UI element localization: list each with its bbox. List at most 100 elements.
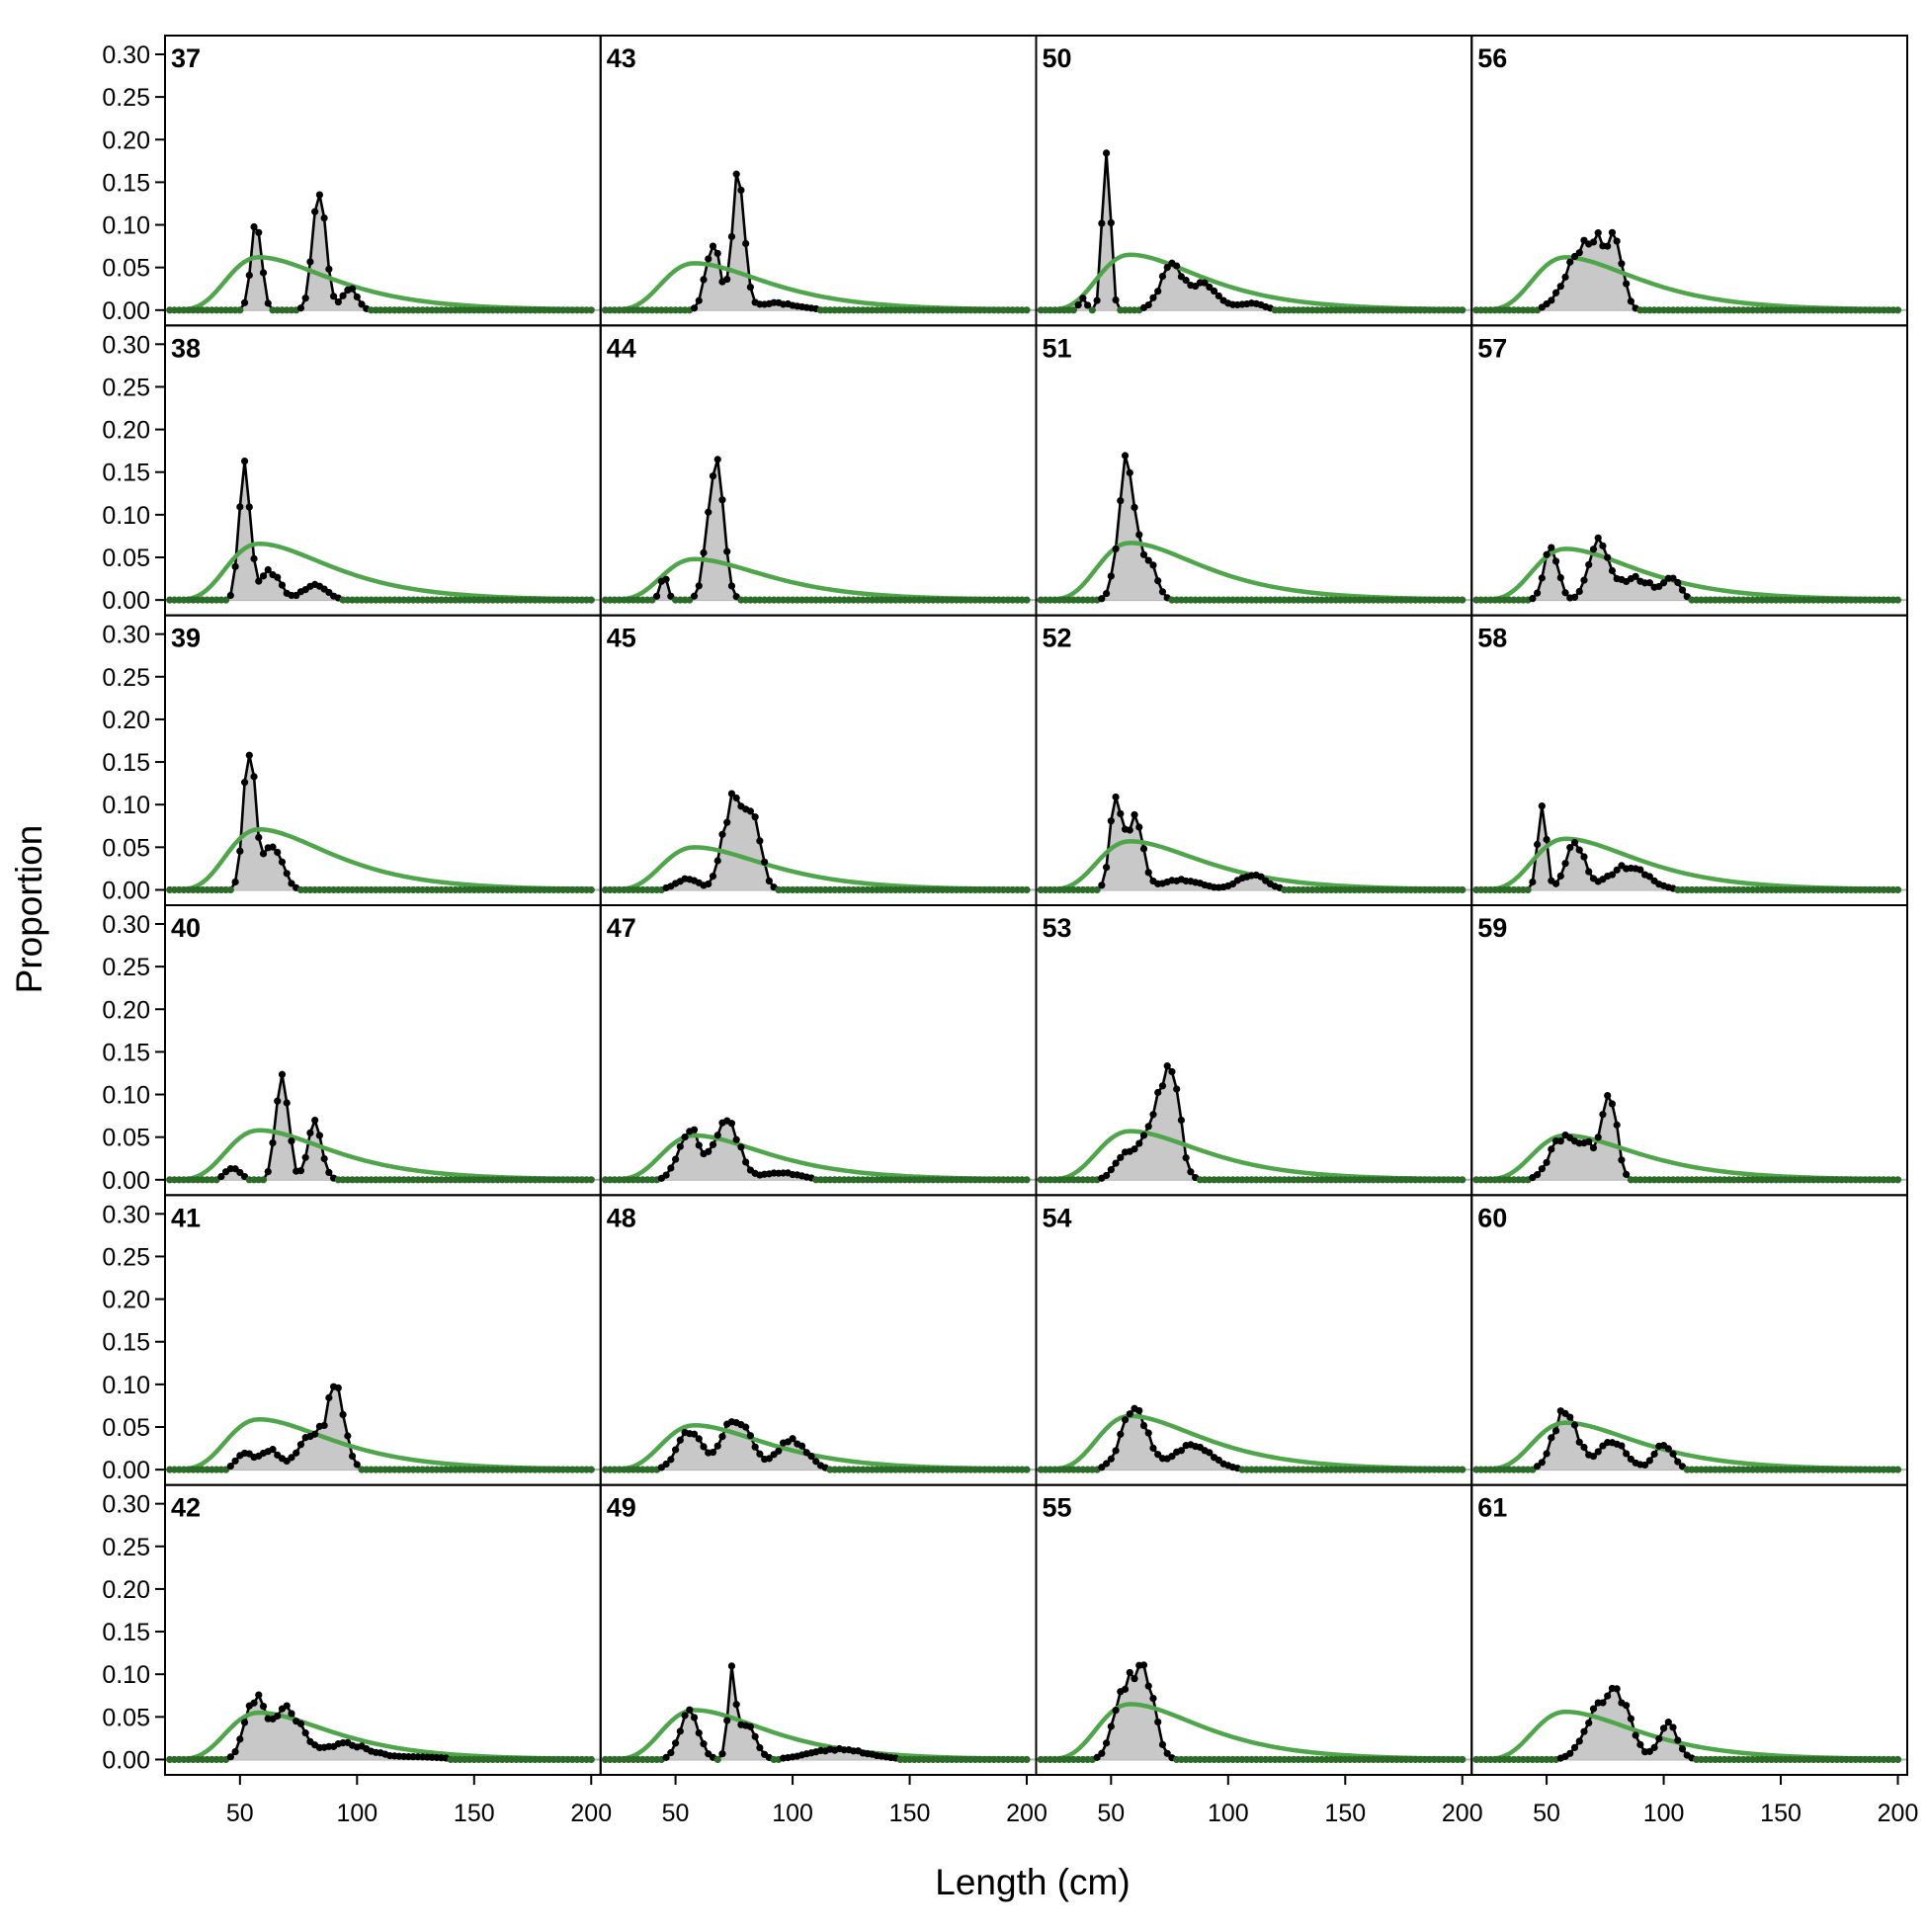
x-tick-label: 150 bbox=[1760, 1800, 1801, 1827]
observed-points bbox=[1037, 149, 1466, 314]
observed-point bbox=[1023, 1755, 1031, 1764]
observed-point bbox=[1566, 1749, 1574, 1757]
observed-point bbox=[1632, 1731, 1639, 1739]
panel-57: 57 bbox=[1470, 324, 1908, 617]
panel-label: 47 bbox=[607, 913, 636, 943]
observed-point bbox=[718, 830, 726, 838]
observed-point bbox=[1144, 1429, 1152, 1437]
observed-point bbox=[288, 880, 295, 887]
observed-point bbox=[255, 833, 263, 841]
observed-point bbox=[296, 304, 305, 312]
y-tick-label: 0.20 bbox=[102, 417, 150, 445]
observed-points bbox=[166, 1691, 595, 1764]
panel-55: 55 bbox=[1035, 1483, 1473, 1776]
observed-point bbox=[1107, 817, 1115, 825]
y-tick-label: 0.15 bbox=[102, 169, 150, 197]
observed-point bbox=[1551, 289, 1560, 296]
observed-point bbox=[288, 1710, 295, 1718]
observed-point bbox=[1566, 258, 1574, 266]
observed-point bbox=[1645, 1457, 1653, 1465]
expected-line bbox=[605, 845, 1028, 892]
observed-point bbox=[695, 582, 703, 590]
observed-point bbox=[1102, 1460, 1111, 1468]
observed-point bbox=[1257, 873, 1265, 881]
observed-point bbox=[1112, 1707, 1120, 1715]
x-tick-label: 50 bbox=[226, 1800, 254, 1827]
observed-point bbox=[348, 285, 357, 293]
observed-point bbox=[1534, 1171, 1542, 1179]
observed-point bbox=[339, 1410, 347, 1418]
observed-point bbox=[1618, 1156, 1626, 1164]
x-tick-label: 150 bbox=[889, 1800, 931, 1827]
observed-point bbox=[1632, 572, 1639, 580]
observed-point bbox=[1585, 868, 1593, 876]
expected-line bbox=[169, 255, 592, 313]
observed-point bbox=[1459, 596, 1466, 604]
y-tick-label: 0.25 bbox=[102, 1243, 150, 1271]
observed-point bbox=[1215, 292, 1222, 300]
observed-point bbox=[1548, 1434, 1555, 1442]
observed-point bbox=[1459, 1176, 1466, 1184]
observed-point bbox=[1613, 237, 1621, 245]
x-tick-label: 150 bbox=[454, 1800, 495, 1827]
x-axis-col-2: 50 100 150 200 bbox=[662, 1775, 1047, 1827]
x-axis-col-1: 50 100 150 200 bbox=[226, 1775, 612, 1827]
observed-point bbox=[1459, 1755, 1466, 1764]
observed-point bbox=[761, 858, 769, 866]
observed-point bbox=[1604, 1091, 1612, 1100]
panel-label: 42 bbox=[171, 1493, 201, 1523]
observed-point bbox=[1098, 1749, 1106, 1757]
observed-point bbox=[1112, 545, 1120, 553]
observed-point bbox=[1604, 1692, 1612, 1700]
observed-point bbox=[1112, 1447, 1120, 1455]
observed-point bbox=[1135, 823, 1143, 831]
observed-point bbox=[1139, 1661, 1148, 1669]
observed-point bbox=[709, 1140, 717, 1148]
observed-point bbox=[1594, 1448, 1602, 1456]
observed-point bbox=[727, 1120, 736, 1128]
observed-point bbox=[1585, 1137, 1593, 1145]
observed-point bbox=[269, 843, 277, 851]
observed-point bbox=[1168, 1453, 1176, 1461]
observed-point bbox=[1556, 1137, 1564, 1145]
observed-point bbox=[1645, 579, 1653, 587]
observed-point bbox=[1163, 263, 1171, 272]
observed-point bbox=[723, 818, 731, 826]
observed-area bbox=[169, 195, 592, 310]
observed-point bbox=[1102, 149, 1111, 157]
observed-point bbox=[1023, 306, 1031, 314]
panel-43: 43 bbox=[599, 35, 1038, 327]
observed-point bbox=[1570, 593, 1579, 601]
observed-point bbox=[311, 1116, 319, 1125]
observed-point bbox=[250, 222, 258, 231]
observed-point bbox=[278, 581, 287, 589]
observed-point bbox=[1604, 553, 1612, 561]
observed-point bbox=[746, 1432, 755, 1440]
y-axis-row-3: 0.00 0.05 0.10 0.15 0.20 0.25 0.30 bbox=[102, 622, 165, 904]
x-tick-label: 200 bbox=[1878, 1800, 1919, 1827]
observed-point bbox=[1674, 578, 1682, 587]
x-tick-label: 200 bbox=[1006, 1800, 1047, 1827]
observed-line bbox=[605, 173, 1028, 312]
observed-point bbox=[732, 1135, 740, 1143]
observed-point bbox=[732, 1701, 740, 1709]
observed-point bbox=[775, 1447, 783, 1455]
observed-point bbox=[1594, 534, 1602, 542]
observed-point bbox=[587, 306, 595, 314]
observed-point bbox=[1623, 1170, 1631, 1178]
observed-point bbox=[727, 232, 736, 241]
panels-layer: 37 38 39 40 41 42 43 44 45 47 48 49 50 51 52 53 54 55 56 57… bbox=[164, 35, 1908, 1776]
observed-point bbox=[1107, 218, 1115, 227]
observed-point bbox=[344, 1432, 352, 1440]
expected-line bbox=[605, 261, 1028, 313]
panel-label: 37 bbox=[171, 43, 201, 73]
observed-point bbox=[1570, 838, 1579, 847]
observed-point bbox=[727, 1662, 736, 1670]
observed-point bbox=[1580, 1443, 1588, 1452]
observed-point bbox=[1678, 1745, 1687, 1753]
observed-point bbox=[1655, 1734, 1663, 1743]
panel-border bbox=[164, 35, 602, 327]
observed-point bbox=[240, 779, 249, 787]
observed-point bbox=[1570, 1743, 1579, 1751]
panel-44: 44 bbox=[599, 324, 1038, 617]
